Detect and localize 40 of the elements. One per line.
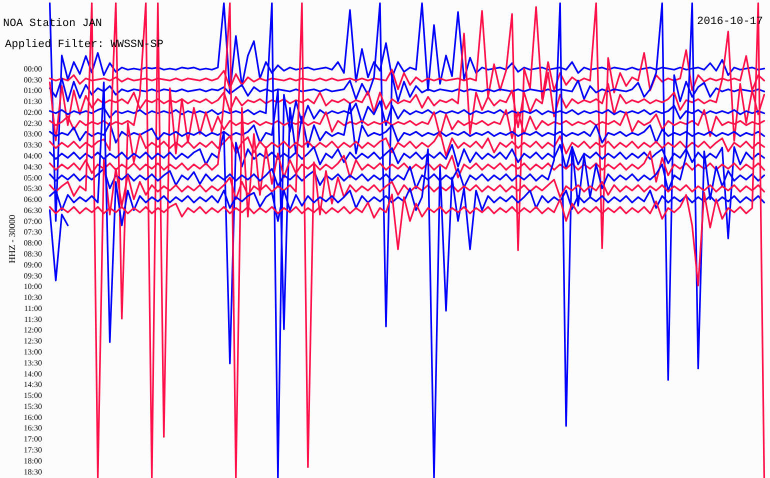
y-tick-label: 06:00 xyxy=(24,195,42,204)
y-tick-label: 14:30 xyxy=(24,380,42,390)
y-tick-label: 12:30 xyxy=(24,336,42,346)
y-tick-label: 09:00 xyxy=(24,260,42,270)
line-series xyxy=(48,209,69,282)
y-tick-label: 08:30 xyxy=(24,250,42,258)
y-tick-label: 02:00 xyxy=(24,108,42,117)
y-tick-label: 18:00 xyxy=(24,456,42,466)
y-tick-label: 08:00 xyxy=(24,238,42,248)
y-tick-label: 12:00 xyxy=(24,326,42,335)
y-tick-label: 02:30 xyxy=(24,118,42,128)
y-tick-label: 16:30 xyxy=(24,424,42,433)
y-tick-label: 07:00 xyxy=(24,216,42,226)
y-tick-label: 15:30 xyxy=(24,402,42,411)
y-tick-label: 10:00 xyxy=(24,282,42,292)
y-axis-title: HHZ - 30000 xyxy=(7,214,18,264)
y-tick-label: 06:30 xyxy=(24,206,42,215)
y-tick-label: 00:00 xyxy=(24,64,42,74)
y-tick-label: 04:00 xyxy=(24,152,42,160)
y-tick-label: 11:30 xyxy=(24,314,42,324)
y-tick-label: 15:00 xyxy=(24,391,42,400)
y-tick-label: 18:30 xyxy=(24,467,42,476)
y-tick-label: 14:00 xyxy=(24,369,42,378)
y-tick-label: 09:30 xyxy=(24,271,42,280)
y-tick-label: 07:30 xyxy=(24,228,42,237)
y-tick-label: 01:30 xyxy=(24,97,42,106)
y-tick-label: 16:00 xyxy=(24,412,42,422)
y-tick-label: 10:30 xyxy=(24,293,42,302)
y-tick-label: 03:00 xyxy=(24,130,42,139)
y-tick-label: 00:30 xyxy=(24,75,42,84)
y-tick-label: 01:00 xyxy=(24,86,42,96)
y-tick-label: 17:30 xyxy=(24,445,42,454)
y-tick-label: 13:30 xyxy=(24,358,42,368)
y-tick-label: 05:00 xyxy=(24,173,42,182)
y-tick-label: 04:30 xyxy=(24,162,42,172)
y-tick-label: 13:00 xyxy=(24,347,42,356)
y-tick-label: 03:30 xyxy=(24,140,42,150)
y-tick-label: 11:00 xyxy=(24,304,42,313)
y-tick-label: 17:00 xyxy=(24,434,42,444)
y-tick-label: 05:30 xyxy=(24,184,42,194)
